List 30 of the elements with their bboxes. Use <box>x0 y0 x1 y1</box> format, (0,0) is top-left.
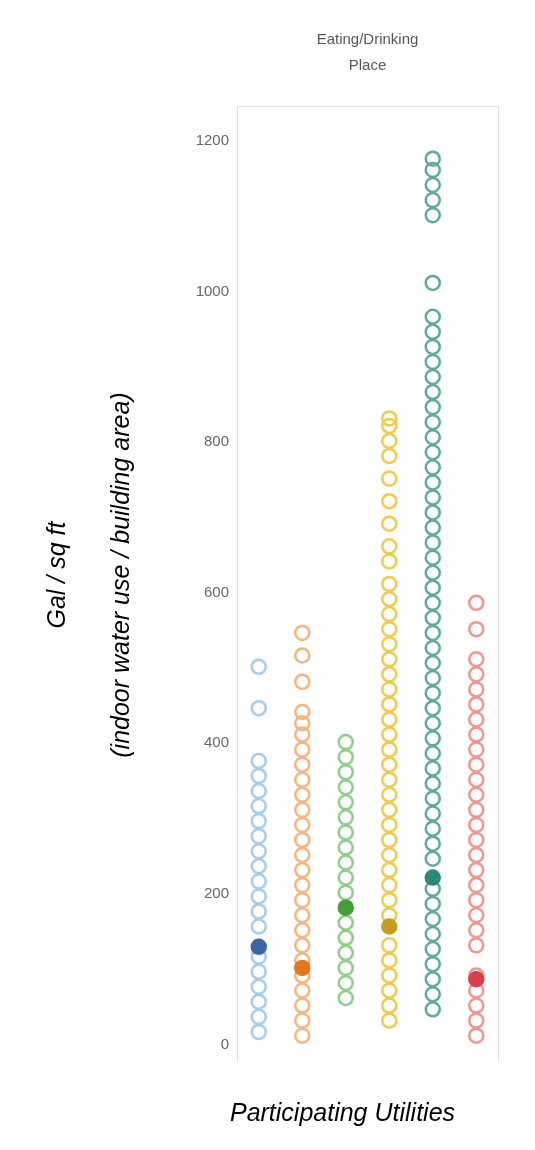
point <box>424 176 441 194</box>
point <box>424 869 441 886</box>
point <box>424 383 441 401</box>
point <box>424 323 441 341</box>
point <box>424 338 441 356</box>
y-tick-label: 1000 <box>195 281 229 299</box>
point <box>381 918 398 935</box>
y-tick-label: 800 <box>203 432 229 450</box>
point <box>424 274 441 292</box>
point <box>424 150 441 167</box>
point <box>250 938 267 956</box>
y-tick-label: 600 <box>203 582 229 600</box>
text: Gal / sq ft (indoor water use / building area) <box>42 392 135 758</box>
point <box>424 398 441 416</box>
point <box>424 413 441 431</box>
point <box>424 308 441 326</box>
y-tick-label: 400 <box>203 733 229 751</box>
y-tick-label: 0 <box>220 1034 229 1052</box>
point <box>294 959 311 977</box>
x-axis-title: Participating Utilities <box>228 1098 457 1127</box>
point <box>468 970 485 988</box>
point <box>424 191 441 209</box>
y-tick-label: 200 <box>203 883 229 901</box>
chart-title: Eating/Drinking Place <box>315 29 420 75</box>
point <box>424 206 441 224</box>
y-tick-label: 1200 <box>195 131 229 149</box>
point <box>424 353 441 371</box>
point <box>337 899 354 916</box>
point <box>424 368 441 386</box>
point <box>424 161 441 179</box>
